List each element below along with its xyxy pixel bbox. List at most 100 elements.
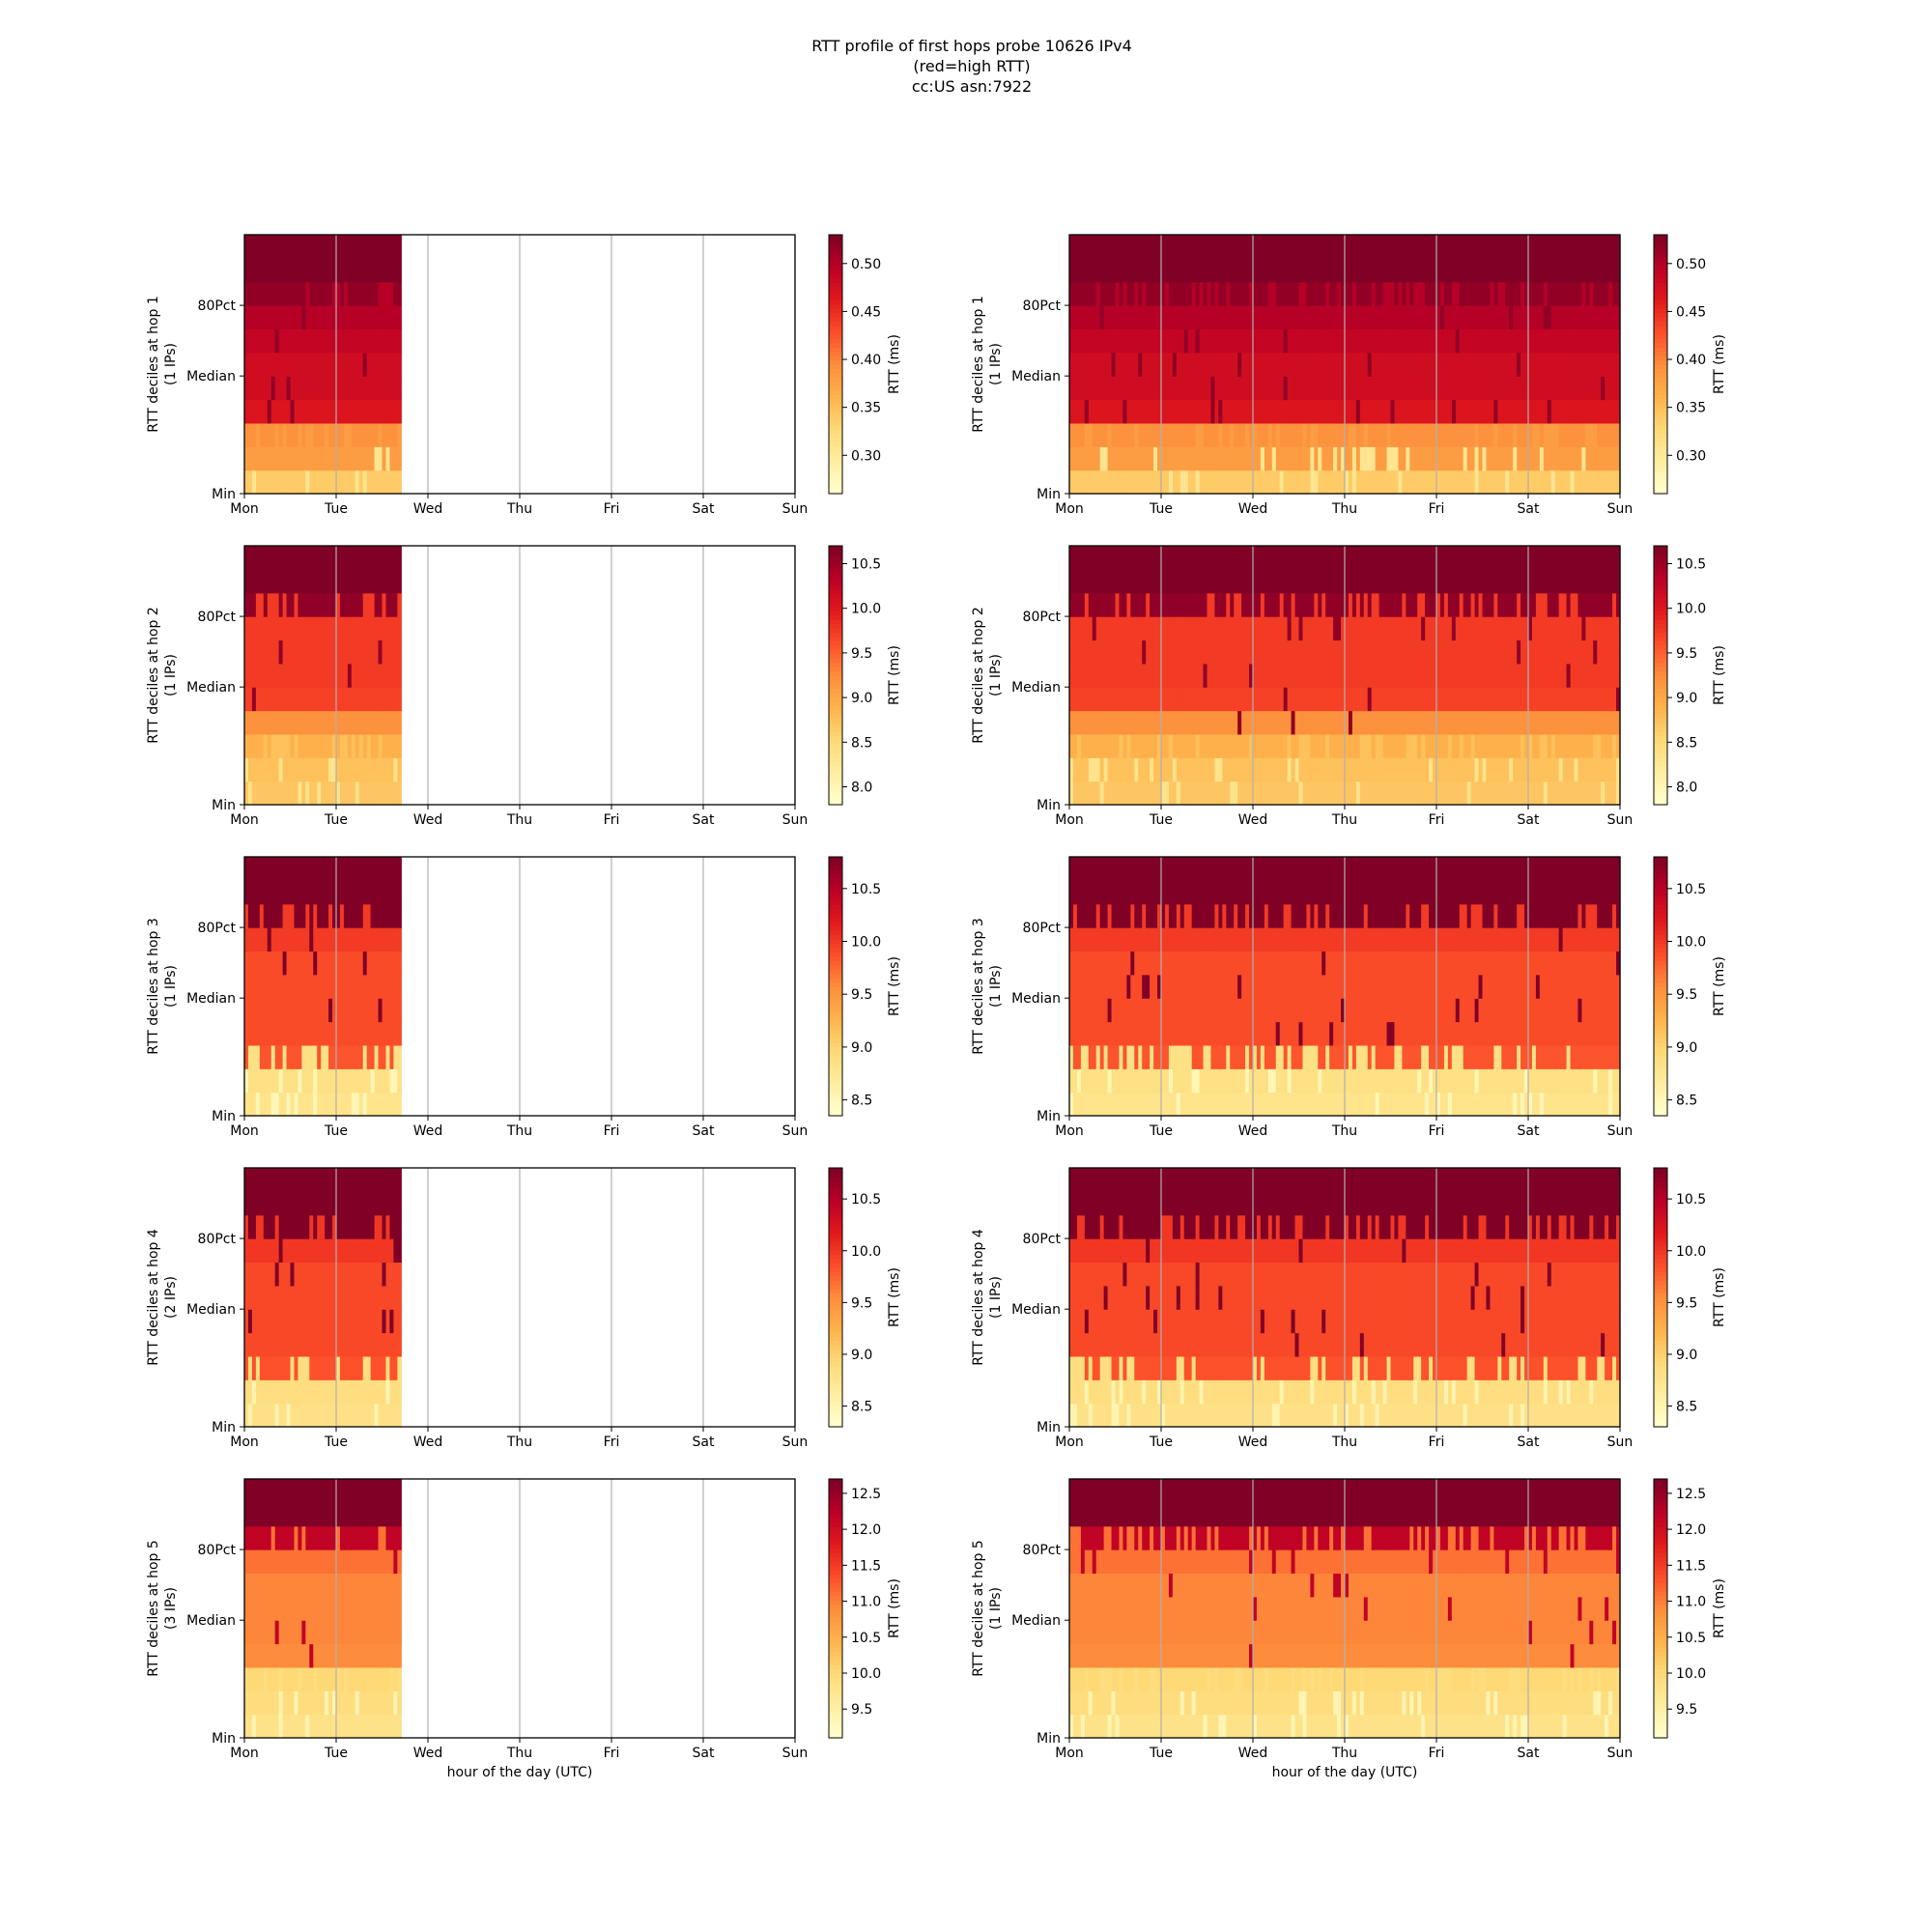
heatmap-cell	[374, 281, 380, 306]
heatmap-cell	[1179, 1092, 1185, 1117]
heatmap-cell	[313, 328, 318, 354]
heatmap-cell	[298, 305, 302, 330]
heatmap-cell	[1126, 903, 1131, 928]
heatmap-cell	[362, 757, 368, 782]
heatmap-cell	[1325, 592, 1330, 617]
heatmap-cell	[1509, 305, 1514, 330]
heatmap-cell	[374, 422, 380, 447]
heatmap-cell	[1406, 592, 1410, 617]
colorbar-swatch	[829, 347, 842, 353]
heatmap-cell	[366, 781, 372, 806]
heatmap-cell	[1608, 781, 1613, 806]
heatmap-cell	[301, 951, 306, 976]
heatmap-cell	[362, 663, 368, 688]
heatmap-cell	[259, 1021, 265, 1046]
heatmap-cell	[382, 328, 387, 354]
y-axis-label-ips: (1 IPs)	[988, 343, 1004, 385]
heatmap-cell	[397, 781, 402, 806]
heatmap-cell	[1436, 546, 1441, 594]
heatmap-cell	[1539, 710, 1545, 735]
heatmap-cell	[1337, 663, 1342, 688]
heatmap-cell	[1371, 305, 1377, 330]
heatmap-cell	[1253, 710, 1258, 735]
x-tick-label: Wed	[413, 812, 443, 828]
heatmap-cell	[305, 733, 310, 758]
heatmap-cell	[1493, 328, 1498, 354]
heatmap-cell	[1298, 376, 1304, 401]
heatmap-cell	[389, 998, 394, 1023]
heatmap-cell	[282, 446, 288, 471]
heatmap-cell	[355, 616, 360, 641]
heatmap-cell	[374, 305, 380, 330]
colorbar-swatch	[829, 437, 842, 442]
heatmap-cell	[1092, 376, 1097, 401]
heatmap-cell	[1616, 687, 1621, 712]
heatmap-cell	[1585, 781, 1590, 806]
heatmap-cell	[294, 857, 299, 905]
heatmap-cell	[1218, 687, 1223, 712]
heatmap-cell	[1378, 663, 1384, 688]
heatmap-cell	[1601, 687, 1605, 712]
heatmap-cell	[1253, 616, 1258, 641]
heatmap-cell	[1547, 422, 1552, 447]
heatmap-cell	[1345, 328, 1350, 354]
colorbar-swatch	[829, 1064, 842, 1069]
heatmap-cell	[1355, 305, 1361, 330]
heatmap-cell	[378, 305, 384, 330]
heatmap-cell	[1138, 663, 1143, 688]
heatmap-cell	[332, 710, 337, 735]
heatmap-cell	[351, 710, 356, 735]
heatmap-cell	[1581, 663, 1586, 688]
heatmap-cell	[1597, 687, 1602, 712]
heatmap-cell	[1191, 974, 1197, 999]
heatmap-cell	[1585, 422, 1590, 447]
heatmap-cell	[1375, 616, 1380, 641]
heatmap-cell	[1203, 687, 1208, 712]
heatmap-cell	[351, 376, 356, 401]
heatmap-cell	[247, 998, 253, 1023]
heatmap-cell	[1164, 469, 1170, 495]
heatmap-cell	[1451, 710, 1457, 735]
heatmap-cell	[393, 903, 398, 928]
heatmap-cell	[1187, 352, 1193, 377]
heatmap-cell	[1146, 903, 1151, 928]
heatmap-cell	[328, 592, 333, 617]
heatmap-cell	[355, 1068, 360, 1094]
heatmap-cell	[1535, 710, 1541, 735]
heatmap-cell	[1080, 422, 1086, 447]
colorbar-swatch	[829, 291, 842, 297]
heatmap-cell	[1164, 352, 1170, 377]
heatmap-cell	[270, 857, 276, 905]
heatmap-cell	[1478, 616, 1484, 641]
heatmap-cell	[1348, 687, 1353, 712]
heatmap-cell	[1088, 376, 1094, 401]
heatmap-cell	[1230, 352, 1235, 377]
heatmap-cell	[1601, 781, 1605, 806]
heatmap-cell	[1447, 376, 1453, 401]
heatmap-cell	[1605, 757, 1609, 782]
heatmap-cell	[251, 951, 257, 976]
heatmap-cell	[1585, 757, 1590, 782]
heatmap-cell	[343, 399, 349, 424]
heatmap-cell	[1486, 469, 1492, 495]
heatmap-cell	[1267, 687, 1273, 712]
heatmap-cell	[1138, 857, 1143, 905]
heatmap-cell	[1413, 616, 1418, 641]
heatmap-cell	[1134, 616, 1139, 641]
heatmap-cell	[332, 998, 337, 1023]
heatmap-cell	[1329, 328, 1334, 354]
heatmap-cell	[1291, 781, 1296, 806]
heatmap-cell	[1531, 399, 1537, 424]
heatmap-cell	[1172, 927, 1178, 952]
heatmap-cell	[1214, 639, 1219, 665]
heatmap-cell	[1249, 733, 1254, 758]
heatmap-cell	[1130, 974, 1135, 999]
heatmap-cell	[1187, 757, 1193, 782]
heatmap-cell	[270, 687, 276, 712]
heatmap-cell	[332, 422, 337, 447]
heatmap-cell	[1302, 710, 1308, 735]
heatmap-cell	[1164, 857, 1170, 905]
heatmap-cell	[1191, 469, 1197, 495]
heatmap-cell	[1455, 757, 1461, 782]
heatmap-cell	[385, 781, 391, 806]
